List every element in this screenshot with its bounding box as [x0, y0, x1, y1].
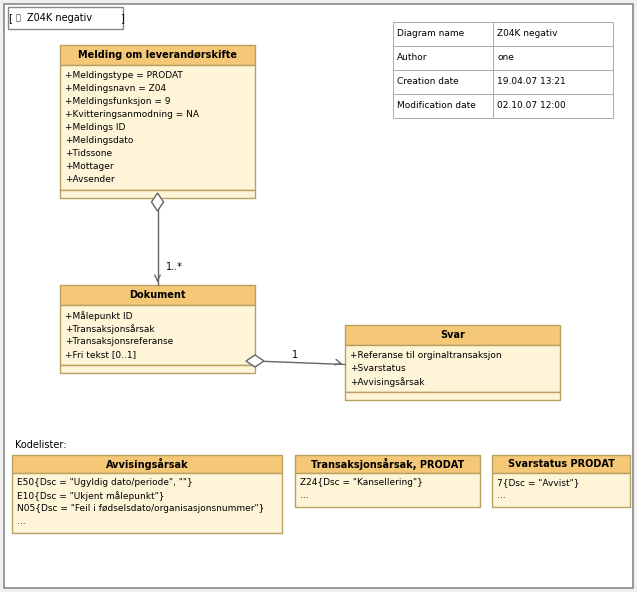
- Bar: [493, 46, 613, 70]
- Text: +Målepunkt ID: +Målepunkt ID: [65, 311, 132, 321]
- Text: Author: Author: [397, 53, 427, 63]
- Bar: [345, 325, 560, 345]
- Bar: [60, 65, 255, 190]
- Bar: [493, 94, 613, 118]
- Text: ]: ]: [120, 13, 124, 23]
- Bar: [345, 345, 560, 392]
- Text: Diagram name: Diagram name: [397, 30, 464, 38]
- Text: Modification date: Modification date: [397, 101, 476, 111]
- Bar: [60, 45, 255, 65]
- Bar: [393, 46, 493, 70]
- Text: 1: 1: [292, 350, 298, 360]
- Text: +Meldingsdato: +Meldingsdato: [65, 136, 133, 145]
- Text: +Transaksjonsreferanse: +Transaksjonsreferanse: [65, 337, 173, 346]
- Text: +Kvitteringsanmodning = NA: +Kvitteringsanmodning = NA: [65, 110, 199, 119]
- Bar: [8, 7, 123, 29]
- Text: 品: 品: [16, 14, 21, 22]
- Text: N05{Dsc = "Feil i fødselsdato/organisasjonsnummer"}: N05{Dsc = "Feil i fødselsdato/organisasj…: [17, 504, 264, 513]
- Bar: [492, 455, 630, 473]
- Text: 7{Dsc = "Avvist"}: 7{Dsc = "Avvist"}: [497, 478, 580, 487]
- Text: Transaksjonsårsak, PRODAT: Transaksjonsårsak, PRODAT: [311, 458, 464, 470]
- Text: 1..*: 1..*: [166, 262, 182, 272]
- Text: Svar: Svar: [440, 330, 465, 340]
- Bar: [393, 22, 493, 46]
- Text: +Tidssone: +Tidssone: [65, 149, 112, 158]
- Text: ...: ...: [17, 517, 25, 526]
- Bar: [60, 365, 255, 373]
- Text: Z24{Dsc = "Kansellering"}: Z24{Dsc = "Kansellering"}: [300, 478, 423, 487]
- Text: E10{Dsc = "Ukjent målepunkt"}: E10{Dsc = "Ukjent målepunkt"}: [17, 491, 164, 501]
- Text: +Svarstatus: +Svarstatus: [350, 364, 406, 373]
- Text: +Mottager: +Mottager: [65, 162, 113, 171]
- Text: +Referanse til orginaltransaksjon: +Referanse til orginaltransaksjon: [350, 351, 501, 360]
- Text: +Meldingsfunksjon = 9: +Meldingsfunksjon = 9: [65, 97, 171, 106]
- Text: Svarstatus PRODAT: Svarstatus PRODAT: [508, 459, 615, 469]
- Bar: [12, 473, 282, 533]
- Text: ...: ...: [300, 491, 308, 500]
- Bar: [493, 22, 613, 46]
- Polygon shape: [152, 193, 164, 211]
- Text: Dokument: Dokument: [129, 290, 186, 300]
- Text: Avvisingsårsak: Avvisingsårsak: [106, 458, 189, 470]
- Text: +Meldingsnavn = Z04: +Meldingsnavn = Z04: [65, 84, 166, 93]
- Text: E50{Dsc = "Ugyldig dato/periode", ""}: E50{Dsc = "Ugyldig dato/periode", ""}: [17, 478, 193, 487]
- Bar: [295, 473, 480, 507]
- Text: Kodelister:: Kodelister:: [15, 440, 66, 450]
- Text: +Fri tekst [0..1]: +Fri tekst [0..1]: [65, 350, 136, 359]
- Polygon shape: [246, 355, 264, 367]
- Bar: [60, 305, 255, 365]
- Text: Creation date: Creation date: [397, 78, 459, 86]
- Bar: [60, 285, 255, 305]
- Text: Z04K negativ: Z04K negativ: [497, 30, 557, 38]
- Bar: [345, 392, 560, 400]
- Bar: [12, 455, 282, 473]
- Text: [: [: [8, 13, 12, 23]
- Text: 19.04.07 13:21: 19.04.07 13:21: [497, 78, 566, 86]
- Bar: [393, 70, 493, 94]
- Text: +Avsender: +Avsender: [65, 175, 115, 184]
- Text: +Meldings ID: +Meldings ID: [65, 123, 125, 132]
- Text: 02.10.07 12:00: 02.10.07 12:00: [497, 101, 566, 111]
- Bar: [492, 473, 630, 507]
- Bar: [295, 455, 480, 473]
- Bar: [493, 70, 613, 94]
- Text: Melding om leverandørskifte: Melding om leverandørskifte: [78, 50, 237, 60]
- Text: +Meldingstype = PRODAT: +Meldingstype = PRODAT: [65, 71, 183, 80]
- Text: +Transaksjonsårsak: +Transaksjonsårsak: [65, 324, 155, 334]
- Text: +Avvisingsårsak: +Avvisingsårsak: [350, 377, 424, 387]
- Text: Z04K negativ: Z04K negativ: [27, 13, 92, 23]
- Bar: [60, 190, 255, 198]
- Text: one: one: [497, 53, 514, 63]
- Text: ...: ...: [497, 491, 506, 500]
- Bar: [393, 94, 493, 118]
